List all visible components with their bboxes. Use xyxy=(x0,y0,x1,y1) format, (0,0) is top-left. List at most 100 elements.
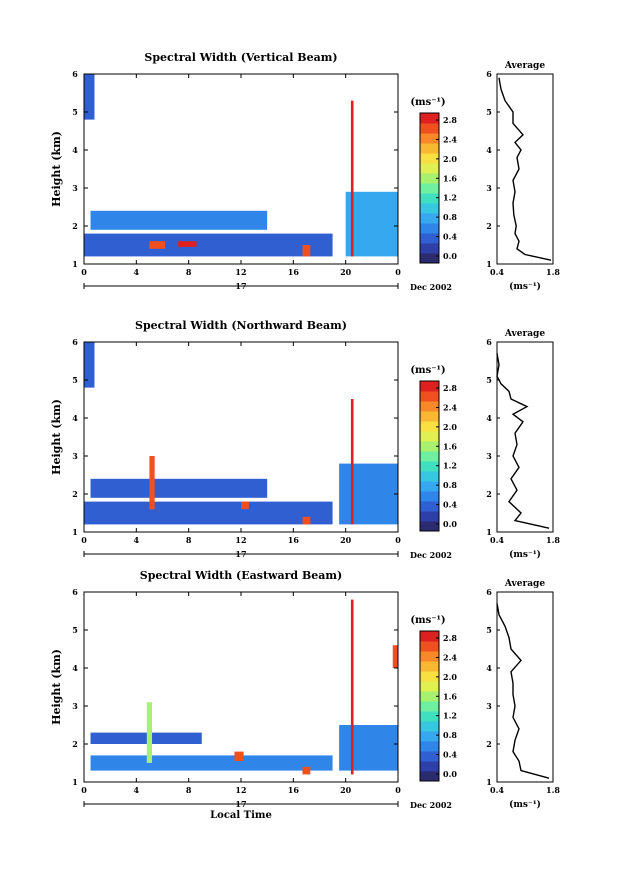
colorbar-swatch xyxy=(420,471,439,482)
average-frame xyxy=(496,341,554,533)
colorbar-swatch xyxy=(420,511,439,522)
colorbar-frame xyxy=(419,380,440,532)
y-tick-label: 1 xyxy=(72,777,78,787)
colorbar-swatch xyxy=(420,681,439,692)
colorbar-frame xyxy=(419,112,440,264)
average-y-tick-label: 4 xyxy=(486,145,492,155)
colorbar-swatch xyxy=(420,641,439,652)
colorbar-tick-label: 2.4 xyxy=(443,134,457,144)
panel-0: Spectral Width (Vertical Beam) 12 3 4 5 6 Heig… xyxy=(50,51,560,292)
heatmap-cell xyxy=(345,191,398,257)
colorbar-swatch xyxy=(420,711,439,722)
heatmap-regions xyxy=(84,74,398,257)
colorbar-tick-label: 0.4 xyxy=(443,500,457,510)
colorbar-swatch xyxy=(420,741,439,752)
colorbar-swatch xyxy=(420,761,439,772)
colorbar-swatch xyxy=(420,193,439,204)
heatmap-cell xyxy=(84,74,95,120)
y-tick-label: 2 xyxy=(72,489,78,499)
colorbar-swatch xyxy=(420,461,439,472)
average-x-label: (ms⁻¹) xyxy=(509,799,541,810)
y-tick-label: 5 xyxy=(72,625,78,635)
heatmap-cell xyxy=(84,501,333,525)
x-tick-label: 20 xyxy=(340,785,352,795)
y-tick-label: 2 xyxy=(72,739,78,749)
x-tick-label: 0 xyxy=(395,267,401,277)
colorbar-swatch xyxy=(420,771,439,782)
heatmap-cell xyxy=(302,516,311,525)
colorbar-swatch xyxy=(420,113,439,124)
heatmap-cell xyxy=(234,751,244,762)
x-tick-label: 12 xyxy=(235,267,246,277)
y-tick-label: 1 xyxy=(72,527,78,537)
date-label: Dec 2002 xyxy=(410,550,452,560)
colorbar-tick-label: 0.0 xyxy=(443,519,457,529)
average-y-tick-label: 5 xyxy=(486,625,492,635)
x-tick-label: 16 xyxy=(288,535,300,545)
colorbar-swatch xyxy=(420,421,439,432)
x-tick-label: 0 xyxy=(395,535,401,545)
colorbar-tick-label: 2.8 xyxy=(443,633,457,643)
colorbar-swatch xyxy=(420,223,439,234)
colorbar-swatch xyxy=(420,731,439,742)
average-frame xyxy=(496,591,554,783)
y-axis-label: Height (km) xyxy=(50,131,63,207)
average-title: Average xyxy=(504,579,545,589)
colorbar-swatch xyxy=(420,441,439,452)
heatmap-cell xyxy=(302,245,311,257)
colorbar-swatch xyxy=(420,661,439,672)
x-tick-label: 0 xyxy=(395,785,401,795)
colorbar-tick-label: 2.8 xyxy=(443,115,457,125)
colorbar-swatch xyxy=(420,183,439,194)
colorbar-tick-label: 1.6 xyxy=(443,441,457,451)
average-profile: Average 1 2 3 4 5 6 0.4 1.8 (ms⁻¹) xyxy=(486,61,560,292)
y-tick-label: 4 xyxy=(72,413,78,423)
heatmap-cell xyxy=(84,233,333,257)
colorbar-swatch xyxy=(420,501,439,512)
average-y-tick-label: 4 xyxy=(486,663,492,673)
colorbar-tick-label: 1.2 xyxy=(443,711,457,721)
average-y-tick-label: 6 xyxy=(486,337,492,347)
average-y-tick-label: 5 xyxy=(486,107,492,117)
colorbar-tick-label: 2.8 xyxy=(443,383,457,393)
heatmap-cell xyxy=(339,725,398,771)
y-axis-label: Height (km) xyxy=(50,649,63,725)
average-y-tick-label: 3 xyxy=(486,451,492,461)
chart-title: Spectral Width (Northward Beam) xyxy=(135,319,347,332)
average-y-tick-label: 6 xyxy=(486,69,492,79)
colorbar-tick-label: 1.6 xyxy=(443,173,457,183)
average-y-tick-label: 3 xyxy=(486,183,492,193)
y-tick-label: 3 xyxy=(72,701,78,711)
colorbar-tick-label: 2.0 xyxy=(443,422,457,432)
average-frame xyxy=(496,73,554,265)
heatmap-cell xyxy=(241,501,249,510)
heatmap-cell xyxy=(90,732,202,744)
colorbar-swatch xyxy=(420,671,439,682)
colorbar-swatch xyxy=(420,163,439,174)
average-y-tick-label: 3 xyxy=(486,701,492,711)
heatmap-cell xyxy=(90,755,333,771)
average-y-tick-label: 4 xyxy=(486,413,492,423)
average-x-tick-label: 1.8 xyxy=(546,535,560,545)
date-label: Dec 2002 xyxy=(410,282,452,292)
colorbar: (ms⁻¹) 0.0 0.4 0.8 1.2 1.6 2.0 2.4 2.8 xyxy=(410,97,457,264)
average-profile-line xyxy=(498,77,552,261)
chart-title: Spectral Width (Vertical Beam) xyxy=(144,51,337,64)
x-tick-label: 8 xyxy=(186,785,192,795)
x-tick-label: 16 xyxy=(288,267,300,277)
average-x-label: (ms⁻¹) xyxy=(509,281,541,292)
date-label: Dec 2002 xyxy=(410,800,452,810)
colorbar-swatch xyxy=(420,213,439,224)
heatmap-cell xyxy=(178,241,197,247)
y-tick-label: 4 xyxy=(72,145,78,155)
colorbar-swatch xyxy=(420,451,439,462)
colorbar-swatch xyxy=(420,153,439,164)
colorbar-swatch xyxy=(420,173,439,184)
heatmap-cell xyxy=(350,100,354,257)
heatmap-cell xyxy=(149,456,155,510)
y-tick-label: 6 xyxy=(72,69,78,79)
average-profile-line xyxy=(496,353,550,529)
heatmap-cell xyxy=(339,463,398,525)
colorbar-swatch xyxy=(420,481,439,492)
